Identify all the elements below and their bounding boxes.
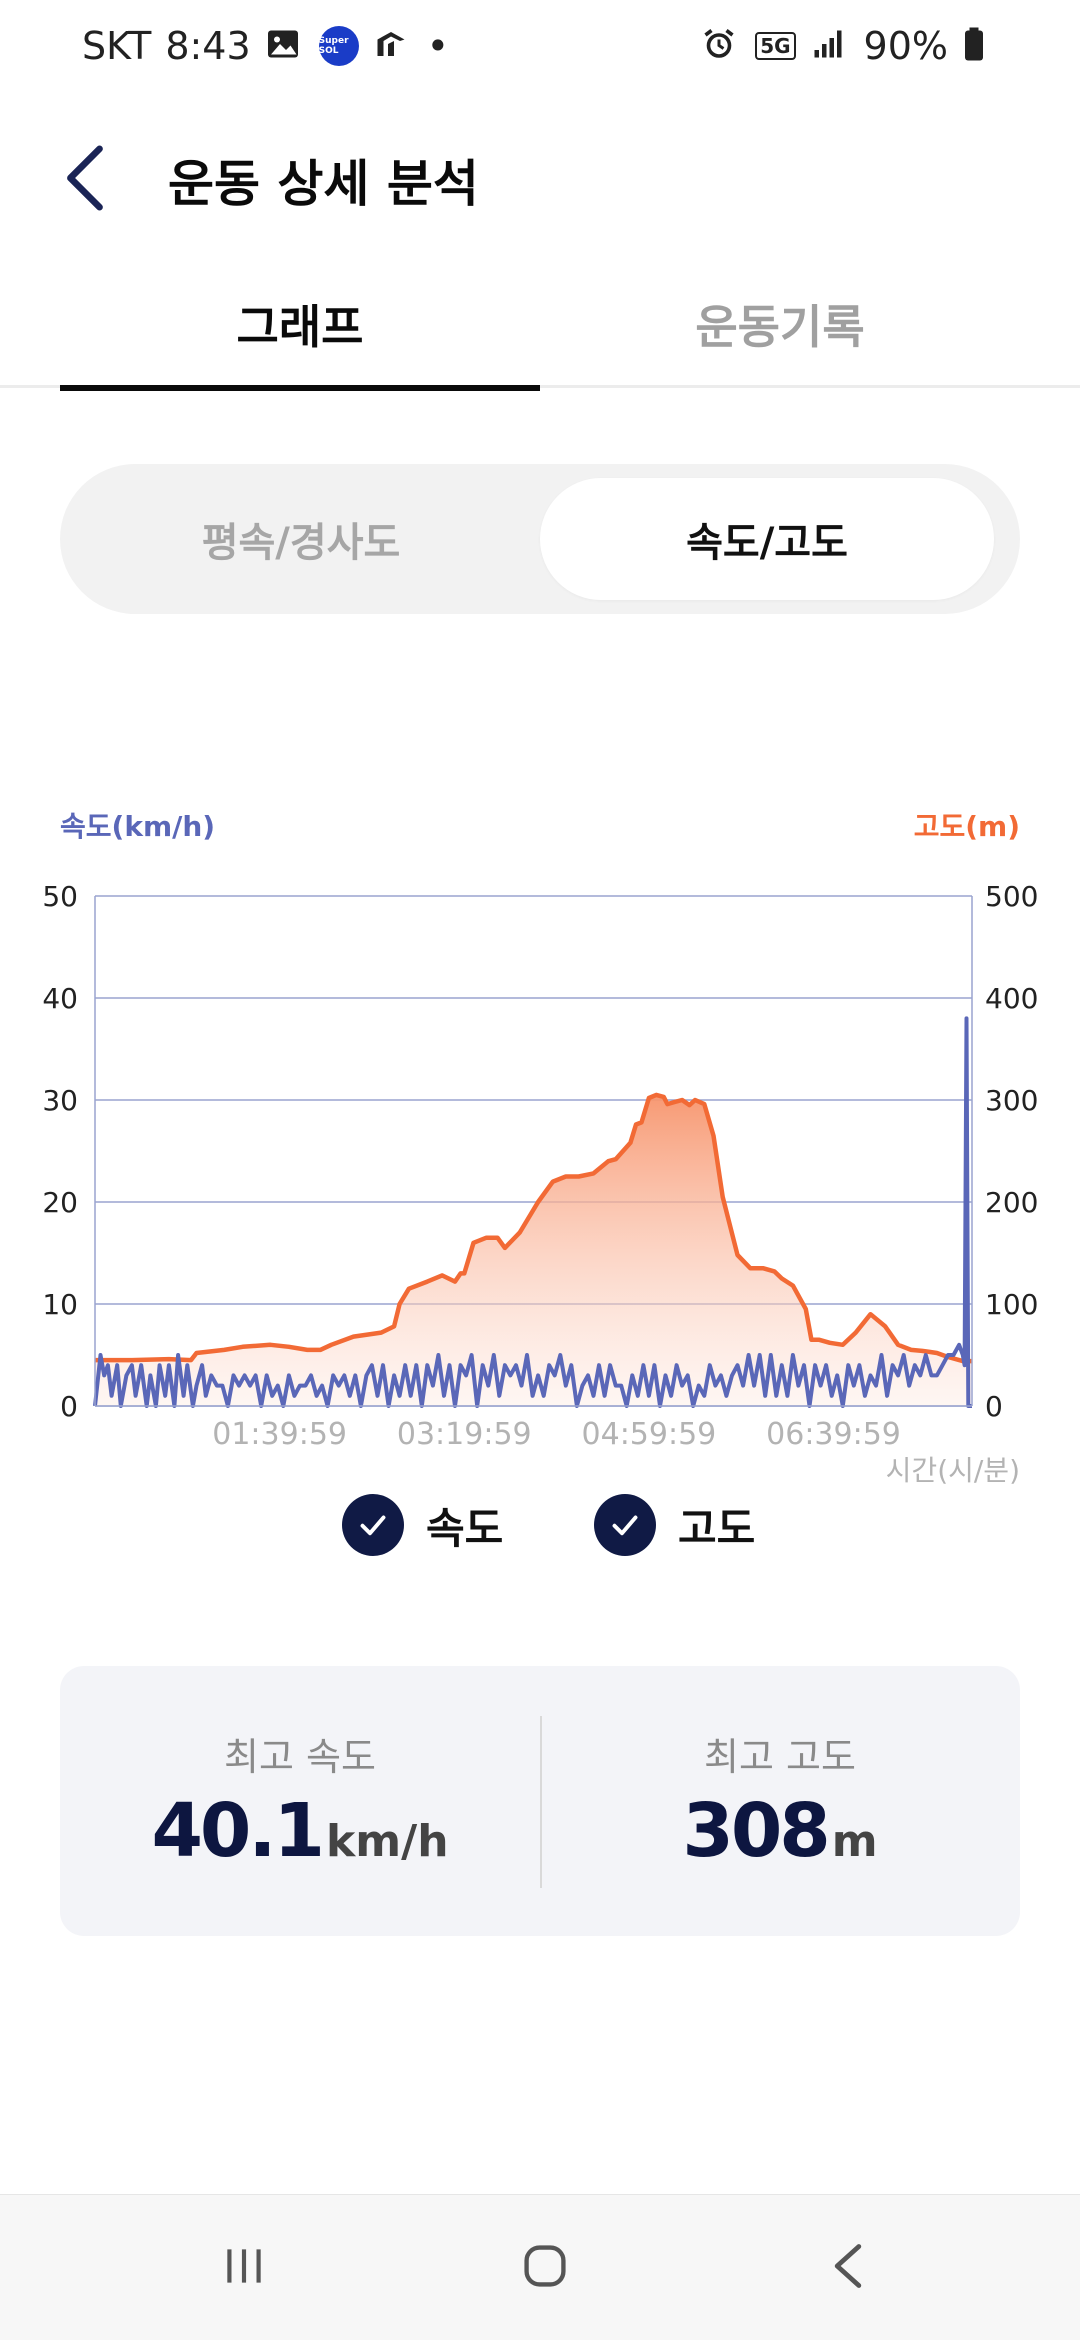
altitude-area-fill: [95, 1094, 972, 1406]
super-sol-icon: Super SOL: [318, 26, 359, 66]
segment-speed-altitude[interactable]: 속도/고도: [540, 478, 994, 600]
left-tick-label: 40: [42, 982, 78, 1015]
right-axis-title: 고도(m): [914, 810, 1020, 843]
x-tick-label: 01:39:59: [212, 1417, 347, 1452]
speed-line: [93, 1016, 972, 1408]
tab-workout-record[interactable]: 운동기록: [695, 300, 865, 354]
right-tick-label: 200: [985, 1186, 1038, 1219]
tab-graph[interactable]: 그래프: [60, 260, 540, 391]
check-icon: [594, 1494, 656, 1556]
legend-speed-label: 속도: [426, 1503, 504, 1553]
nav-back-button[interactable]: [778, 2195, 918, 2340]
home-icon: [519, 2240, 571, 2296]
stat-max-speed-label: 최고 속도: [224, 1735, 376, 1779]
status-bar: SKT 8:43 Super SOL • 5G 90%: [0, 0, 1080, 100]
left-tick-label: 0: [60, 1390, 78, 1423]
altitude-area: [95, 1094, 972, 1406]
system-nav-bar: [0, 2194, 1080, 2340]
alarm-icon: [701, 26, 741, 66]
x-tick-label: 06:39:59: [766, 1417, 901, 1452]
clock: 8:43: [165, 24, 251, 68]
recent-apps-icon: [219, 2241, 269, 2295]
right-tick-label: 0: [985, 1390, 1003, 1423]
right-tick-label: 400: [985, 982, 1038, 1015]
home-button[interactable]: [475, 2195, 615, 2340]
right-tick-label: 500: [985, 880, 1038, 913]
chart-type-segment: 평속/경사도 속도/고도: [60, 464, 1020, 614]
left-axis-title: 속도(km/h): [60, 810, 215, 843]
segment-avg-speed-slope[interactable]: 평속/경사도: [201, 520, 401, 566]
max-speed-unit: km/h: [326, 1816, 449, 1867]
recent-apps-button[interactable]: [174, 2195, 314, 2340]
stats-card: 최고 속도 40.1km/h 최고 고도 308m: [60, 1666, 1020, 1936]
chart-frame: [94, 896, 973, 1407]
stat-max-altitude: 최고 고도 308m: [540, 1666, 1020, 1936]
altitude-line: [95, 1092, 972, 1364]
battery-icon: [962, 26, 1002, 66]
left-tick-label: 10: [42, 1288, 78, 1321]
page-title: 운동 상세 분석: [168, 155, 479, 213]
stat-max-altitude-label: 최고 고도: [704, 1735, 856, 1779]
carrier-label: SKT: [82, 24, 152, 68]
battery-percent: 90%: [863, 24, 948, 68]
x-axis-title: 시간(시/분): [886, 1454, 1020, 1487]
nav-back-icon: [826, 2240, 870, 2296]
status-right: 5G 90%: [701, 24, 1002, 68]
back-button[interactable]: [60, 100, 160, 260]
left-tick-label: 20: [42, 1186, 78, 1219]
gallery-icon: [265, 26, 305, 66]
legend-speed[interactable]: 속도: [342, 1490, 503, 1560]
x-tick-label: 04:59:59: [582, 1417, 717, 1452]
app-notification-icon: [373, 26, 413, 66]
right-tick-label: 300: [985, 1084, 1038, 1117]
chart-legend: 속도 고도: [0, 1490, 1080, 1560]
legend-altitude[interactable]: 고도: [594, 1490, 755, 1560]
notification-dot: •: [426, 24, 450, 68]
chevron-left-icon: [60, 143, 108, 217]
max-altitude-number: 308: [682, 1788, 830, 1874]
max-speed-number: 40.1: [151, 1788, 325, 1874]
stat-max-altitude-value: 308m: [540, 1788, 1020, 1874]
main-tabs: 그래프 운동기록: [0, 260, 1080, 391]
x-tick-label: 03:19:59: [397, 1417, 532, 1452]
speed-altitude-chart: 0 10 20 30 40 50 0 100 200 300 400 500 01:39:59 03:19…: [0, 790, 1080, 1510]
stat-divider: [540, 1716, 542, 1888]
legend-altitude-label: 고도: [678, 1503, 756, 1553]
stat-max-speed-value: 40.1km/h: [60, 1788, 540, 1874]
super-sol-text: Super SOL: [318, 36, 349, 56]
signal-icon: [810, 26, 850, 66]
max-altitude-unit: m: [831, 1816, 878, 1867]
check-icon: [342, 1494, 404, 1556]
left-tick-label: 30: [42, 1084, 78, 1117]
stat-max-speed: 최고 속도 40.1km/h: [60, 1666, 540, 1936]
right-tick-label: 100: [985, 1288, 1038, 1321]
left-tick-label: 50: [42, 880, 78, 913]
status-left: SKT 8:43 Super SOL •: [82, 24, 449, 68]
network-type: 5G: [755, 32, 796, 60]
app-header: 운동 상세 분석: [0, 100, 1080, 260]
chart-lines: [93, 1016, 972, 1408]
